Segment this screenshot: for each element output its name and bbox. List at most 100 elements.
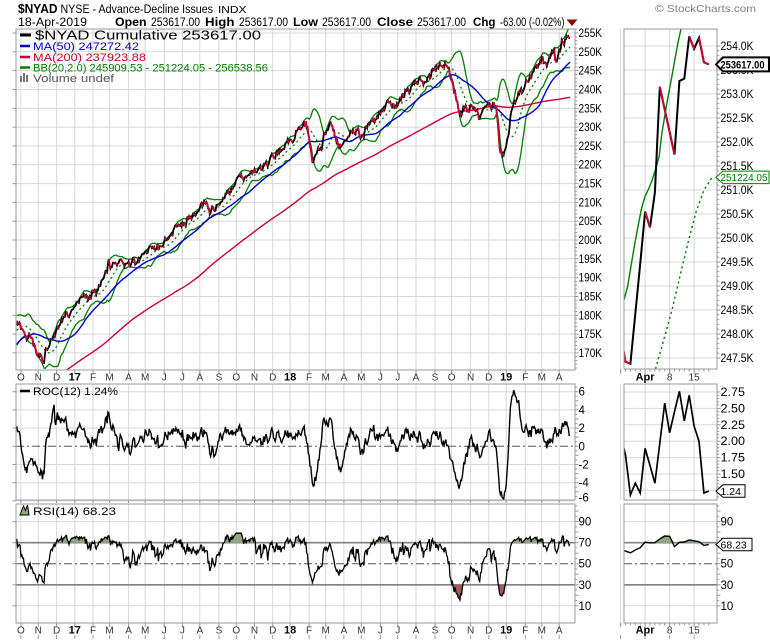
svg-text:15: 15	[689, 626, 701, 637]
svg-text:1.24: 1.24	[721, 486, 742, 498]
svg-text:J: J	[378, 373, 383, 384]
svg-text:253617.00: 253617.00	[151, 17, 200, 29]
svg-text:Apr: Apr	[636, 625, 656, 637]
svg-text:10: 10	[579, 601, 592, 613]
svg-text:70: 70	[579, 538, 592, 550]
svg-text:F: F	[306, 373, 312, 384]
svg-text:NYSE - Advance-Decline Issues: NYSE - Advance-Decline Issues	[61, 4, 214, 16]
svg-text:19: 19	[500, 372, 512, 384]
svg-text:S: S	[216, 373, 223, 384]
svg-text:-6: -6	[579, 493, 589, 505]
svg-text:253.0K: 253.0K	[721, 89, 754, 101]
svg-text:0: 0	[579, 441, 585, 453]
svg-text:O: O	[448, 373, 456, 384]
svg-text:Apr: Apr	[636, 372, 656, 384]
svg-text:249.0K: 249.0K	[721, 281, 754, 293]
svg-text:90: 90	[579, 517, 592, 529]
svg-text:S: S	[432, 373, 439, 384]
svg-text:210K: 210K	[579, 197, 603, 209]
svg-text:BB(20,2.0) 245909.53 - 251224.: BB(20,2.0) 245909.53 - 251224.05 - 25653…	[33, 63, 268, 75]
svg-text:1.75: 1.75	[721, 453, 746, 465]
svg-text:252.0K: 252.0K	[721, 137, 754, 149]
svg-text:215K: 215K	[579, 179, 603, 191]
svg-text:A: A	[196, 626, 203, 637]
svg-text:2.00: 2.00	[721, 436, 746, 448]
svg-text:$NYAD Cumulative 253617.00: $NYAD Cumulative 253617.00	[35, 29, 261, 43]
svg-text:170K: 170K	[579, 348, 603, 360]
svg-text:30: 30	[579, 580, 592, 592]
svg-text:MA(50) 247272.42: MA(50) 247272.42	[33, 41, 139, 53]
svg-text:J: J	[180, 626, 185, 637]
svg-text:253617.00: 253617.00	[417, 17, 466, 29]
svg-text:D: D	[53, 373, 60, 384]
svg-text:M: M	[141, 626, 149, 637]
svg-text:2.50: 2.50	[721, 403, 746, 415]
svg-text:Volume undef: Volume undef	[33, 73, 115, 85]
svg-text:J: J	[180, 373, 185, 384]
svg-text:O: O	[17, 373, 25, 384]
svg-text:68.23: 68.23	[721, 539, 747, 551]
svg-text:ROC(12) 1.24%: ROC(12) 1.24%	[33, 386, 118, 398]
svg-text:S: S	[216, 626, 223, 637]
svg-text:J: J	[378, 626, 383, 637]
svg-text:253617.00: 253617.00	[322, 17, 371, 29]
svg-text:MA(200) 237923.88: MA(200) 237923.88	[33, 52, 146, 64]
svg-text:253617.00: 253617.00	[721, 59, 765, 71]
svg-text:251224.05: 251224.05	[721, 172, 768, 184]
svg-text:M: M	[105, 373, 113, 384]
svg-text:251.5K: 251.5K	[721, 161, 754, 173]
svg-text:A: A	[125, 373, 132, 384]
svg-text:255K: 255K	[579, 28, 603, 40]
svg-text:F: F	[522, 626, 528, 637]
svg-text:Chg: Chg	[473, 17, 496, 29]
svg-text:245K: 245K	[579, 66, 603, 78]
svg-text:18: 18	[284, 372, 296, 384]
svg-text:30: 30	[721, 580, 734, 592]
svg-text:18-Apr-2019: 18-Apr-2019	[18, 17, 87, 29]
svg-text:Close: Close	[377, 17, 413, 29]
svg-text:J: J	[162, 626, 167, 637]
svg-text:A: A	[556, 373, 563, 384]
svg-text:N: N	[35, 373, 42, 384]
svg-text:F: F	[522, 373, 528, 384]
svg-text:O: O	[448, 626, 456, 637]
svg-text:50: 50	[579, 559, 592, 571]
svg-text:254.0K: 254.0K	[721, 41, 754, 53]
svg-text:$NYAD: $NYAD	[18, 1, 58, 16]
svg-text:253617.00: 253617.00	[239, 17, 288, 29]
svg-text:S: S	[432, 626, 439, 637]
svg-text:© StockCharts.com: © StockCharts.com	[655, 3, 756, 15]
svg-text:15: 15	[689, 373, 701, 384]
svg-text:M: M	[322, 373, 330, 384]
svg-text:252.5K: 252.5K	[721, 113, 754, 125]
svg-text:A: A	[413, 626, 420, 637]
svg-text:180K: 180K	[579, 310, 603, 322]
svg-text:J: J	[395, 626, 400, 637]
svg-text:-2: -2	[579, 460, 589, 472]
svg-text:4: 4	[579, 405, 586, 417]
svg-text:2.75: 2.75	[721, 387, 746, 399]
svg-text:RSI(14) 68.23: RSI(14) 68.23	[33, 506, 116, 518]
svg-text:O: O	[232, 373, 240, 384]
svg-text:M: M	[322, 626, 330, 637]
svg-text:A: A	[341, 626, 348, 637]
svg-text:1.50: 1.50	[721, 469, 746, 481]
svg-text:8: 8	[667, 626, 673, 637]
svg-text:M: M	[357, 373, 365, 384]
svg-text:17: 17	[69, 372, 81, 384]
svg-text:250K: 250K	[579, 47, 603, 59]
svg-text:240K: 240K	[579, 85, 603, 97]
svg-text:Low: Low	[293, 17, 318, 29]
svg-text:17: 17	[69, 625, 81, 637]
svg-text:220K: 220K	[579, 160, 603, 172]
svg-text:225K: 225K	[579, 141, 603, 153]
svg-text:50: 50	[721, 559, 734, 571]
svg-text:235K: 235K	[579, 103, 603, 115]
svg-text:M: M	[105, 626, 113, 637]
svg-text:250.5K: 250.5K	[721, 209, 754, 221]
svg-text:248.5K: 248.5K	[721, 305, 754, 317]
svg-text:249.5K: 249.5K	[721, 257, 754, 269]
svg-text:A: A	[556, 626, 563, 637]
svg-text:185K: 185K	[579, 292, 603, 304]
svg-text:247.5K: 247.5K	[721, 353, 754, 365]
